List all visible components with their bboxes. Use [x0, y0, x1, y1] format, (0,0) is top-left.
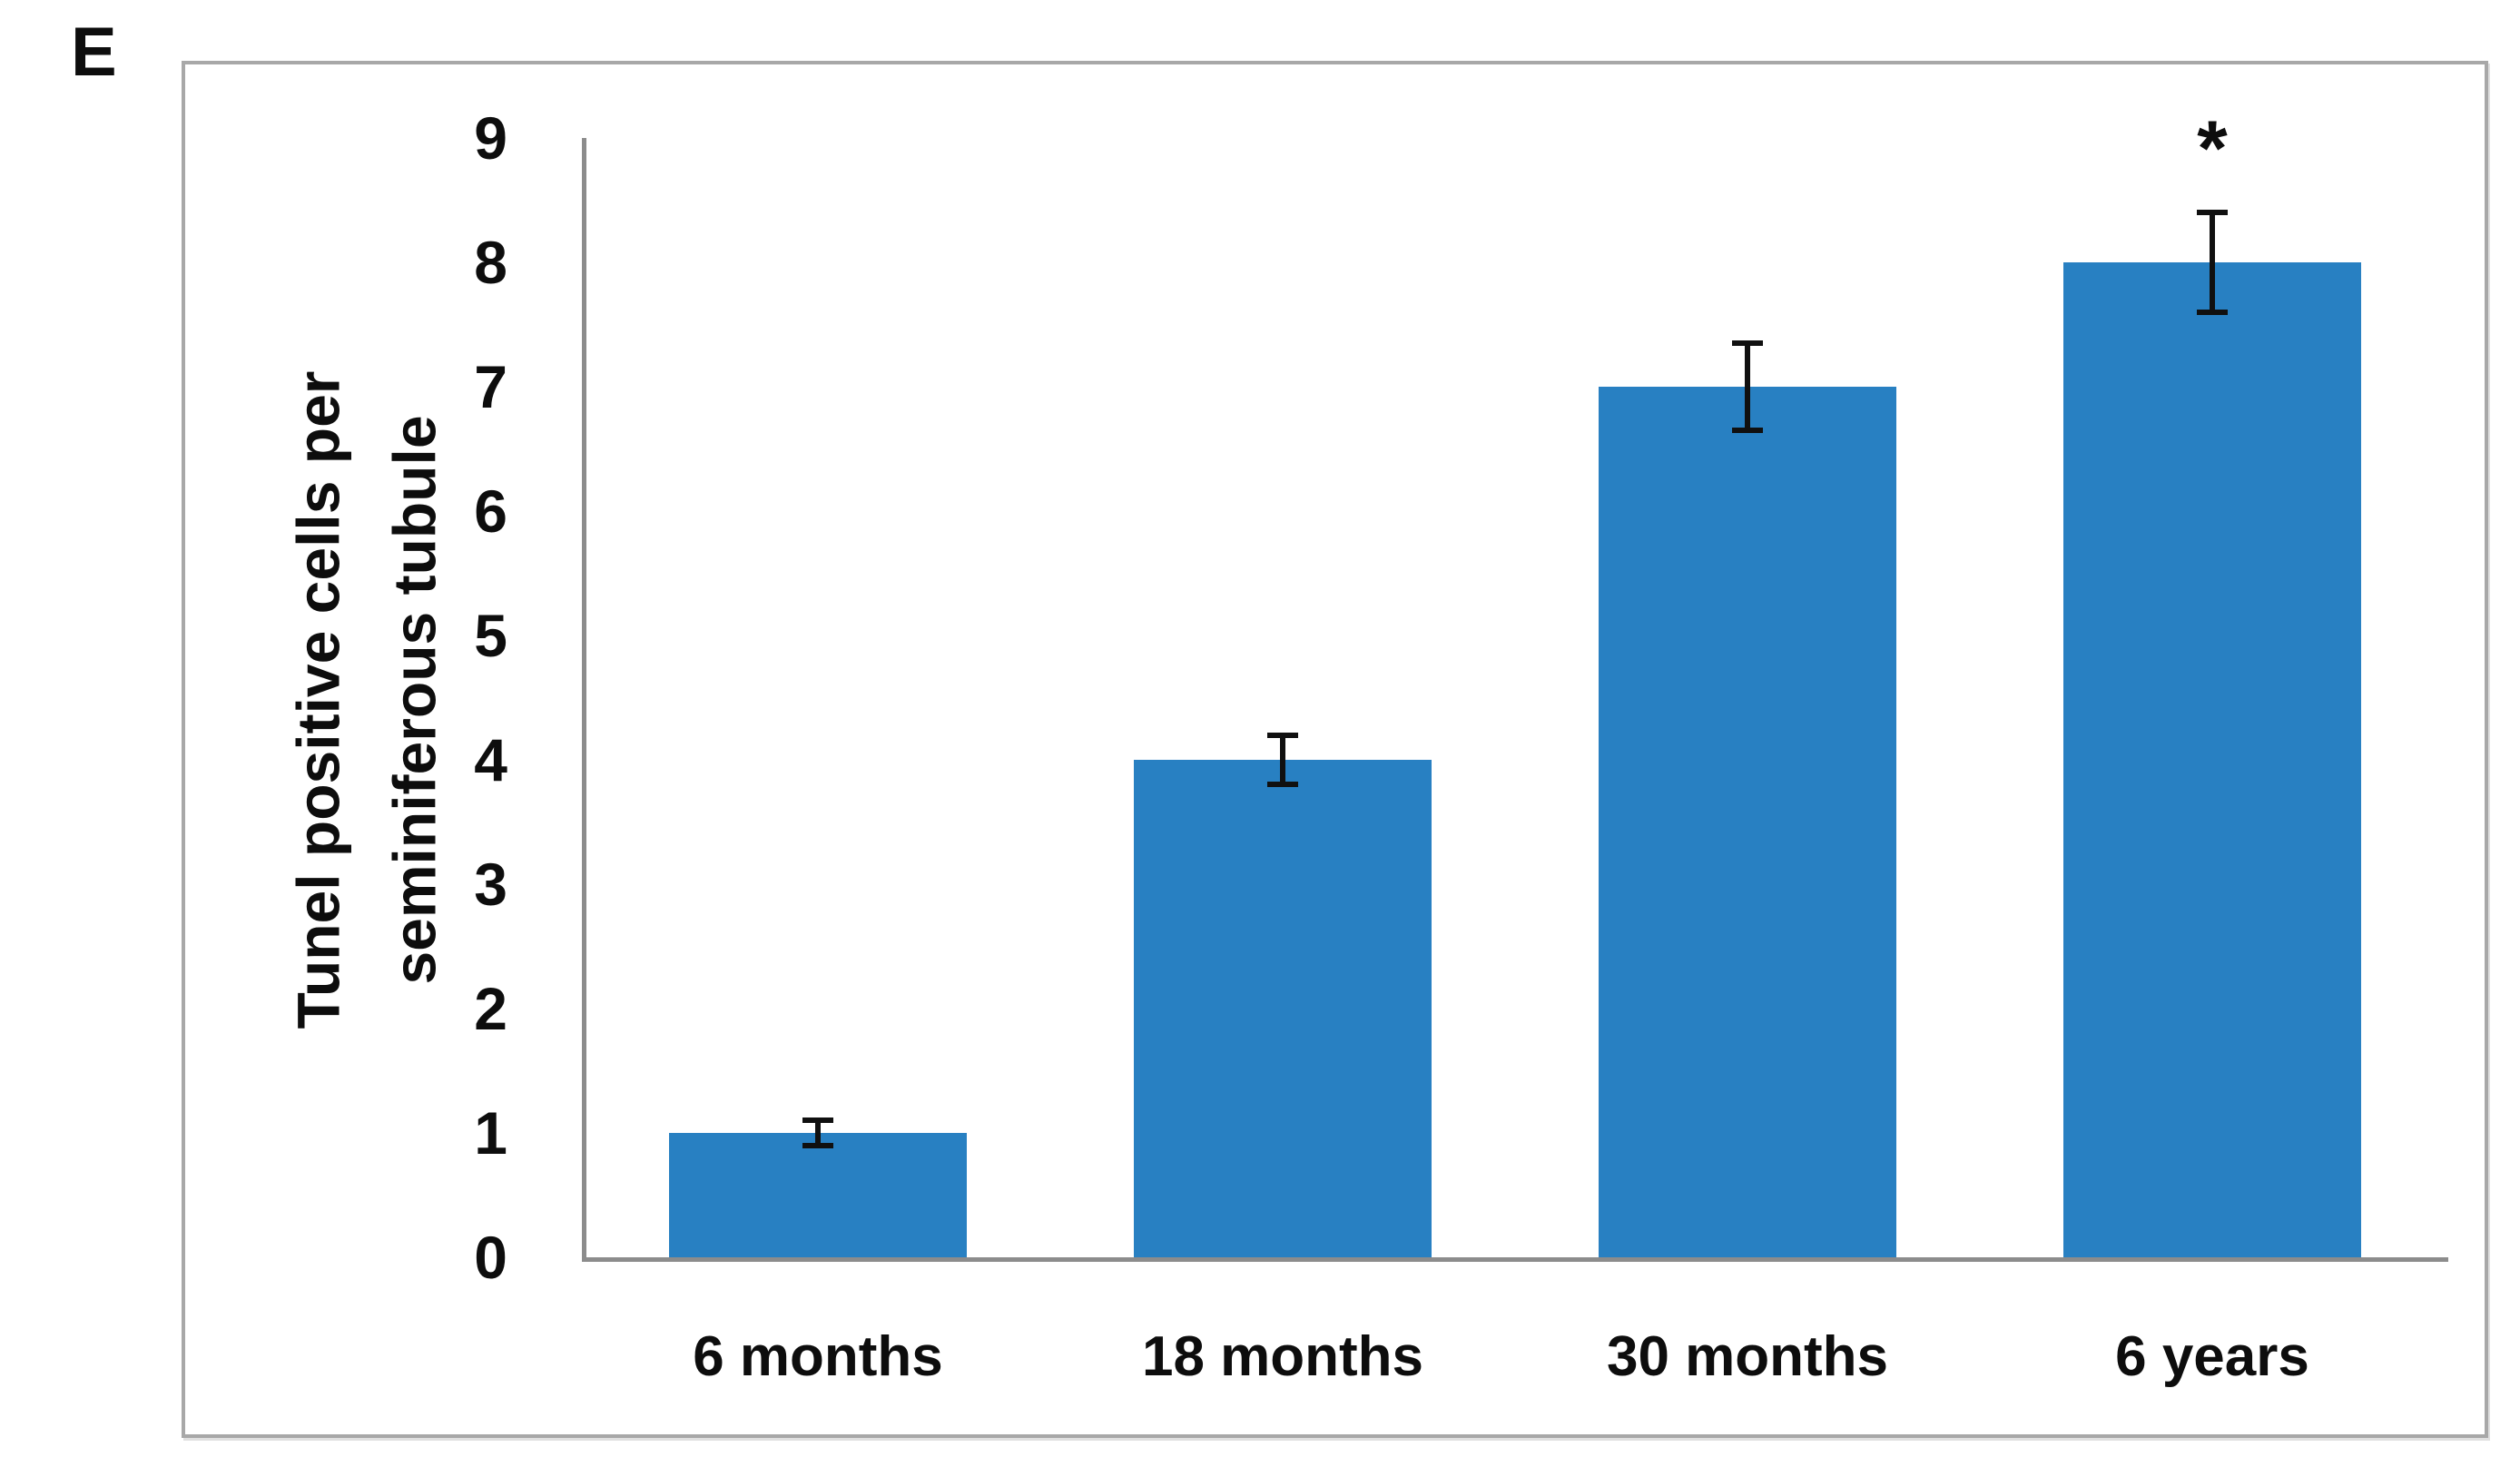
error-bar-cap-top [1267, 732, 1298, 738]
y-axis-tick: 4 [474, 726, 507, 793]
error-bar-cap-bottom [1267, 782, 1298, 788]
error-bar-cap-bottom [2197, 309, 2228, 315]
error-bar-cap-bottom [802, 1142, 833, 1148]
y-axis-tick: 9 [474, 104, 507, 172]
y-axis-tick: 7 [474, 353, 507, 420]
error-bar-cap-top [1732, 340, 1763, 347]
error-bar-line [1280, 734, 1285, 785]
y-axis-line [582, 138, 586, 1262]
error-bar-cap-bottom [1732, 427, 1763, 433]
error-bar-line [2210, 212, 2215, 312]
bar-6-months [669, 1133, 967, 1257]
y-axis-title-line2: seminiferous tubule [380, 415, 448, 985]
y-axis-tick: 2 [474, 975, 507, 1042]
y-axis-title-line1: Tunel positive cells per [284, 370, 352, 1029]
error-bar-cap-top [2197, 210, 2228, 216]
panel-label: E [71, 14, 117, 91]
error-bar-line [815, 1120, 821, 1146]
x-axis-line [582, 1257, 2448, 1262]
y-axis-tick: 5 [474, 602, 507, 669]
x-axis-label: 30 months [1606, 1325, 1889, 1388]
y-axis-tick: 1 [474, 1099, 507, 1167]
y-axis-tick: 6 [474, 478, 507, 545]
y-axis-tick: 3 [474, 851, 507, 918]
y-axis-tick: 0 [474, 1224, 507, 1291]
x-axis-label: 18 months [1141, 1325, 1424, 1388]
x-axis-label: 6 years [2115, 1325, 2309, 1388]
bar-30-months [1599, 387, 1896, 1257]
error-bar-line [1745, 343, 1750, 430]
bar-6-years [2063, 262, 2361, 1257]
error-bar-cap-top [802, 1117, 833, 1124]
y-axis-tick: 8 [474, 229, 507, 296]
chart-frame: Tunel positive cells per seminiferous tu… [182, 61, 2488, 1438]
y-axis-title: Tunel positive cells per seminiferous tu… [271, 370, 462, 1029]
bar-18-months [1134, 760, 1432, 1257]
significance-asterisk: * [2197, 105, 2228, 192]
x-axis-label: 6 months [693, 1325, 943, 1388]
